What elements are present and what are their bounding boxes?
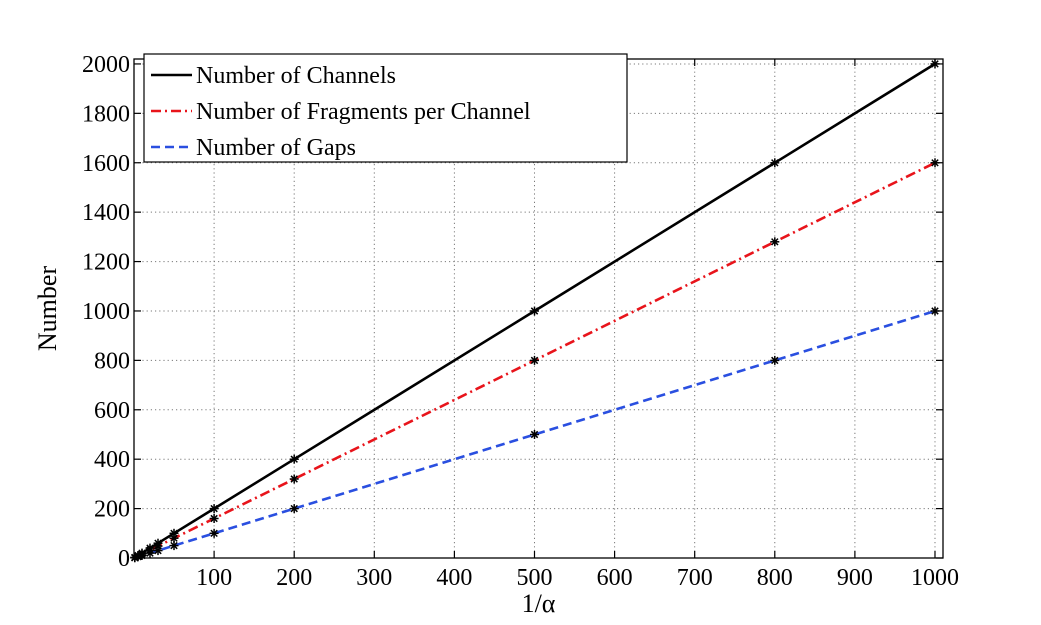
data-point-channels [770,158,780,168]
y-axis-title: Number [33,266,62,352]
data-point-gaps [169,541,179,551]
data-point-fragments [289,474,299,484]
data-point-gaps [289,504,299,514]
y-tick-label: 2000 [82,52,130,78]
y-tick-label: 1600 [82,151,130,177]
y-tick-label: 600 [94,398,130,424]
y-tick-label: 1200 [82,250,130,276]
x-tick-label: 100 [196,565,232,591]
x-tick-label: 200 [276,565,312,591]
y-tick-label: 800 [94,348,130,374]
y-tick-label: 200 [94,497,130,523]
data-point-fragments [530,355,539,365]
data-point-channels [530,306,539,316]
x-tick-label: 1000 [911,565,959,591]
y-tick-label: 1800 [82,101,130,127]
y-tick-label: 0 [118,546,130,572]
data-point-gaps [137,551,147,560]
y-tick-label: 400 [94,447,130,473]
data-point-gaps [209,528,219,538]
data-point-channels [289,454,299,464]
data-point-channels [209,504,219,514]
data-point-gaps [145,548,155,558]
legend: Number of Channels Number of Fragments pe… [143,53,628,163]
data-point-gaps [153,546,163,556]
legend-box [143,53,628,163]
legend-label-fragments: Number of Fragments per Channel [196,99,531,125]
data-point-gaps [770,355,780,365]
legend-label-gaps: Number of Gaps [196,135,356,161]
x-tick-label: 900 [837,565,873,591]
axis-ticks: 100 200 300 400 500 600 700 800 900 1000 0 200 400 60… [82,52,959,591]
x-tick-label: 700 [677,565,713,591]
x-tick-label: 600 [597,565,633,591]
y-tick-label: 1400 [82,200,130,226]
data-point-fragments [930,158,940,168]
data-point-gaps [530,430,539,439]
data-point-fragments [770,237,780,247]
legend-label-channels: Number of Channels [196,63,396,89]
x-axis-title: 1/α [522,589,556,618]
x-tick-label: 400 [436,565,472,591]
y-tick-label: 1000 [82,299,130,325]
x-tick-label: 300 [356,565,392,591]
data-point-fragments [209,514,219,523]
x-tick-label: 800 [757,565,793,591]
x-tick-label: 500 [516,565,552,591]
